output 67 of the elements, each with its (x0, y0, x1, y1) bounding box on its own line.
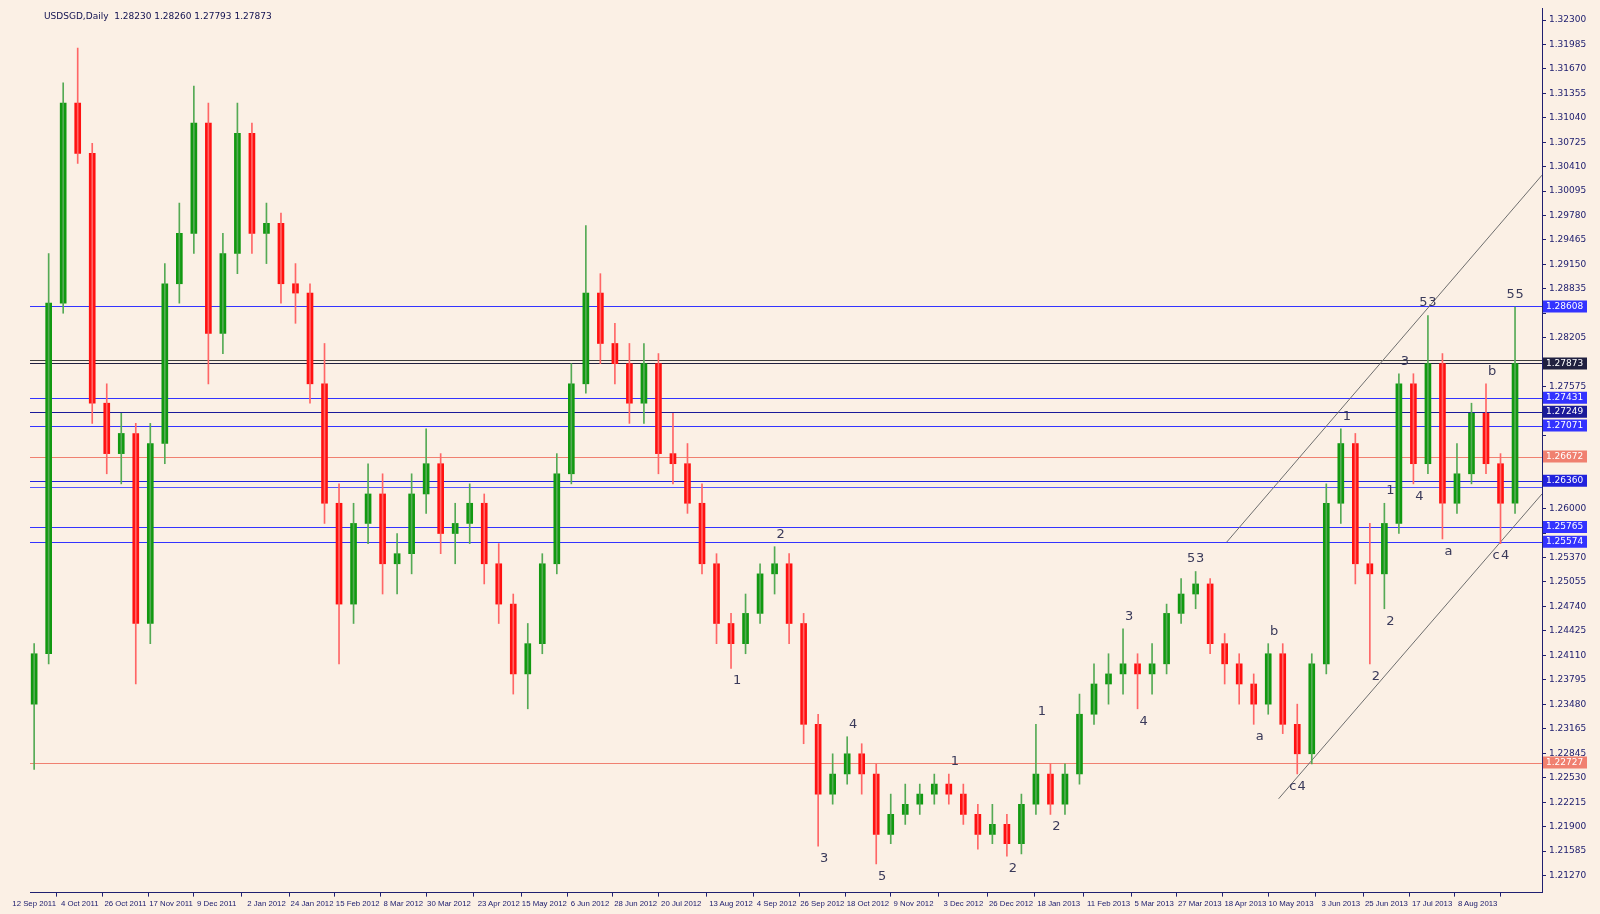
annotation: 5 (1515, 285, 1524, 301)
ref-line-label: 1.27873 (1546, 357, 1584, 368)
annotation: 4 (1297, 777, 1306, 793)
y-tick-label: 1.28205 (1549, 332, 1587, 343)
y-tick-label: 1.31355 (1549, 87, 1587, 98)
y-tick-label: 1.31985 (1549, 38, 1587, 49)
annotation: 5 (1186, 550, 1196, 566)
annotation: a (1444, 542, 1453, 558)
annotation: c (1289, 777, 1297, 793)
ref-line-label: 1.27249 (1546, 406, 1584, 417)
ref-line-label: 1.22727 (1546, 756, 1584, 767)
annotation: 4 (1139, 712, 1148, 728)
y-tick-label: 1.30725 (1549, 136, 1587, 147)
ref-line-label: 1.26360 (1546, 475, 1584, 486)
y-tick-label: 1.30095 (1549, 185, 1587, 196)
y-tick-label: 1.29150 (1549, 258, 1587, 269)
ref-line-label: 1.27071 (1546, 419, 1584, 430)
y-tick-label: 1.23480 (1549, 698, 1587, 709)
y-tick-label: 1.22845 (1549, 747, 1587, 758)
y-tick-label: 1.22215 (1549, 796, 1587, 807)
annotation: 3 (1124, 607, 1134, 623)
chart-title: USDSGD,Daily 1.28230 1.28260 1.27793 1.27873 (44, 10, 272, 21)
annotation: 2 (1052, 818, 1061, 834)
annotation: a (1255, 728, 1264, 744)
y-tick-label: 1.26000 (1549, 503, 1587, 514)
annotation: 4 (1415, 487, 1424, 503)
ref-line-label: 1.28608 (1546, 300, 1584, 311)
ref-line-label: 1.25765 (1546, 521, 1584, 532)
y-tick-label: 1.23795 (1549, 674, 1587, 685)
annotation: b (1487, 362, 1497, 378)
y-tick-label: 1.21900 (1549, 821, 1587, 832)
y-tick-label: 1.24110 (1549, 649, 1587, 660)
annotation: 2 (1371, 667, 1380, 683)
y-tick-label: 1.30410 (1549, 160, 1587, 171)
annotation: 5 (878, 867, 887, 883)
annotation: 3 (1428, 294, 1437, 310)
y-tick-label: 1.21585 (1549, 845, 1587, 856)
annotation: b (1270, 622, 1279, 638)
ref-line-label: 1.27431 (1546, 392, 1584, 403)
annotation: 2 (776, 525, 785, 541)
y-tick-label: 1.28835 (1549, 283, 1587, 294)
annotation: 1 (1037, 703, 1047, 719)
y-tick-label: 1.24425 (1549, 625, 1587, 636)
annotation: 3 (820, 849, 829, 865)
annotation: 4 (849, 715, 858, 731)
y-tick-label: 1.29465 (1549, 234, 1587, 245)
y-tick-label: 1.25370 (1549, 551, 1587, 562)
annotation: 5 (1506, 285, 1515, 301)
annotation: 2 (1386, 612, 1395, 628)
annotation: 2 (1008, 860, 1018, 876)
annotation: 4 (1500, 547, 1510, 563)
y-tick-label: 1.29780 (1549, 209, 1587, 220)
y-tick-label: 1.32300 (1549, 14, 1587, 25)
ref-line-label: 1.25574 (1546, 536, 1584, 547)
annotation: 1 (732, 672, 742, 688)
y-tick-label: 1.25055 (1549, 576, 1587, 587)
y-tick-label: 1.31040 (1549, 112, 1587, 123)
y-tick-label: 1.21270 (1549, 869, 1587, 880)
y-tick-label: 1.23165 (1549, 722, 1587, 733)
annotation: 3 (1195, 550, 1205, 566)
ref-line-label: 1.26672 (1546, 450, 1584, 461)
annotation: 5 (1419, 294, 1428, 310)
y-tick-label: 1.22530 (1549, 772, 1587, 783)
y-tick-label: 1.27575 (1549, 380, 1587, 391)
y-tick-label: 1.24740 (1549, 600, 1587, 611)
y-tick-label: 1.31670 (1549, 63, 1587, 74)
annotation: c (1492, 547, 1500, 563)
